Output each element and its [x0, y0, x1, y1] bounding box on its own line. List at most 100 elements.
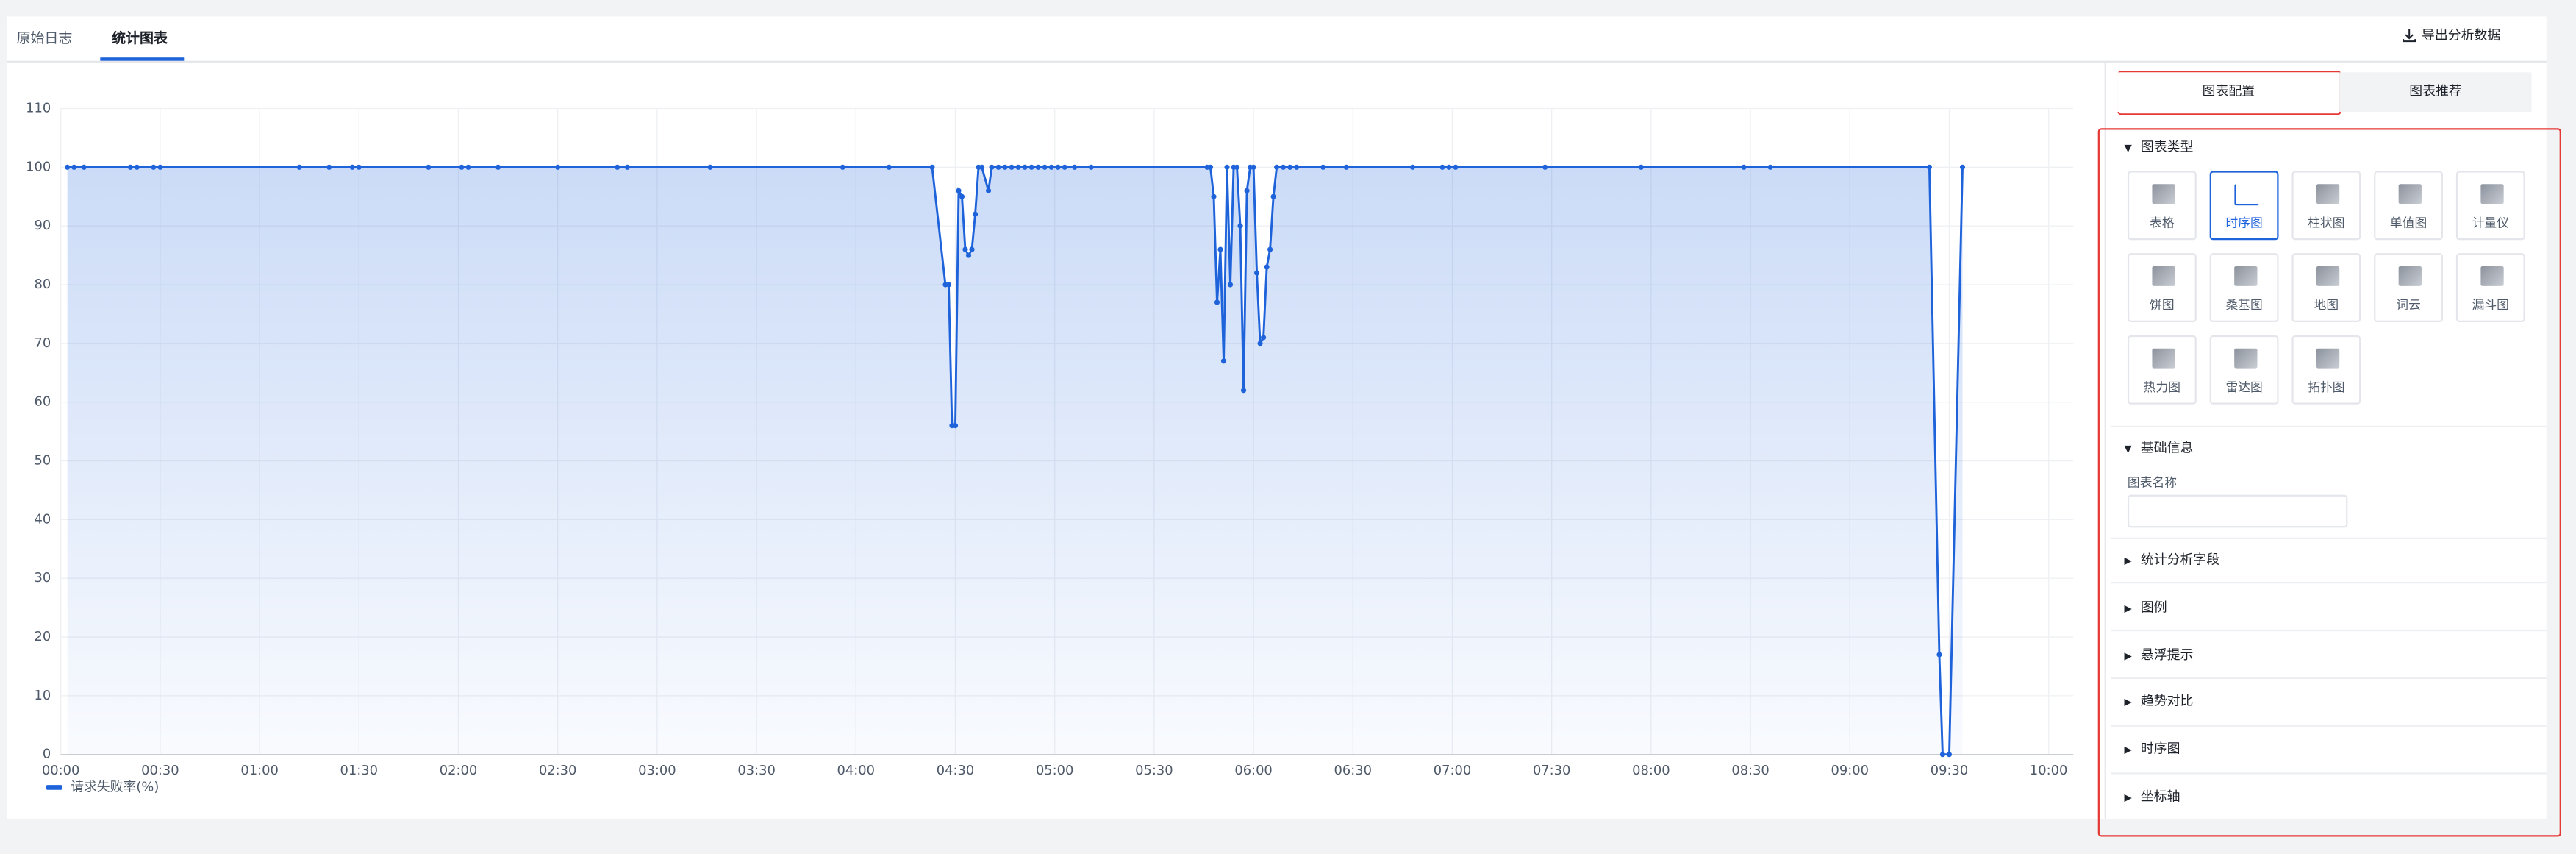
point [1237, 223, 1243, 229]
chart-type-card[interactable]: 饼图 [2127, 253, 2197, 323]
point [349, 164, 355, 170]
chart-type-card[interactable]: 表格 [2127, 171, 2197, 241]
chart-type-label: 饼图 [2150, 297, 2175, 313]
section-header[interactable]: ▶ 图例 [2124, 598, 2167, 616]
x-tick-label: 09:30 [1931, 763, 1968, 778]
section-header[interactable]: ▶ 悬浮提示 [2124, 645, 2193, 663]
y-tick-label: 110 [26, 100, 51, 115]
chart-type-label: 词云 [2396, 297, 2421, 313]
x-tick-label: 04:30 [937, 763, 974, 778]
point [1251, 164, 1256, 170]
point [1939, 752, 1946, 758]
point [127, 164, 133, 170]
chart-type-card[interactable]: 时序图 [2209, 171, 2279, 241]
point [1767, 164, 1773, 170]
chart-type-label: 柱状图 [2308, 215, 2345, 230]
section-header[interactable]: ▶ 统计分析字段 [2124, 551, 2219, 569]
point [1062, 164, 1067, 170]
point [969, 246, 975, 252]
point [965, 252, 972, 258]
chart-type-card[interactable]: 雷达图 [2209, 335, 2279, 405]
y-tick-label: 0 [43, 747, 51, 762]
separator [2111, 677, 2547, 679]
point [65, 164, 71, 170]
chart-type-icon [2480, 184, 2504, 204]
chart-type-card[interactable]: 计量仪 [2455, 171, 2525, 241]
y-tick-label: 40 [35, 511, 51, 527]
point [1227, 282, 1234, 288]
point [959, 193, 965, 199]
x-tick-label: 02:30 [539, 763, 576, 778]
y-tick-label: 30 [35, 570, 51, 586]
x-tick-label: 01:00 [240, 763, 278, 778]
point [1257, 341, 1263, 346]
point [1217, 246, 1223, 252]
point [978, 164, 985, 170]
chart-type-card[interactable]: 漏斗图 [2455, 253, 2525, 323]
chart-type-card[interactable]: 词云 [2374, 253, 2443, 323]
x-tick-label: 00:30 [141, 763, 179, 778]
tab[interactable]: 原始日志 [16, 31, 73, 48]
chart-name-input[interactable] [2127, 494, 2348, 528]
section-header[interactable]: ▶ 坐标轴 [2124, 787, 2180, 805]
x-tick-label: 02:00 [440, 763, 477, 778]
point [157, 164, 163, 170]
section-header[interactable]: ▶ 时序图 [2124, 740, 2180, 758]
point [1211, 193, 1217, 199]
point [1274, 164, 1280, 170]
y-tick-label: 90 [35, 218, 51, 233]
x-tick-label: 08:30 [1731, 763, 1769, 778]
point [929, 164, 935, 170]
chart-type-icon [2398, 184, 2422, 204]
expand-arrow: ▶ [2124, 792, 2132, 804]
point [326, 164, 332, 170]
panel-tab[interactable]: 图表推荐 [2339, 72, 2532, 112]
x-tick-label: 03:30 [737, 763, 775, 778]
point [615, 164, 620, 170]
chart-type-card[interactable]: 桑基图 [2209, 253, 2279, 323]
chart-type-label: 拓扑图 [2308, 380, 2345, 395]
chart-type-card[interactable]: 地图 [2291, 253, 2361, 323]
point [71, 164, 77, 170]
separator [2111, 725, 2547, 727]
chart-type-label: 雷达图 [2225, 380, 2263, 395]
tab[interactable]: 统计图表 [111, 31, 168, 48]
section-title: 统计分析字段 [2140, 552, 2220, 567]
point [1207, 164, 1214, 170]
chart-type-card[interactable]: 单值图 [2374, 171, 2443, 241]
expand-arrow: ▼ [2124, 444, 2132, 456]
panel-tab[interactable]: 图表配置 [2117, 72, 2340, 112]
section-header[interactable]: ▼ 基础信息 [2124, 439, 2193, 458]
y-tick-label: 20 [35, 629, 51, 644]
y-tick-label: 100 [26, 159, 51, 174]
field-label: 图表名称 [2127, 474, 2177, 490]
chart-type-icon [2234, 184, 2259, 206]
chart-type-card[interactable]: 柱状图 [2291, 171, 2361, 241]
point [1028, 164, 1034, 170]
chart-type-icon [2234, 266, 2258, 286]
point [555, 164, 561, 170]
point [1055, 164, 1061, 170]
chart-type-card[interactable]: 热力图 [2127, 335, 2197, 405]
download-icon [2403, 29, 2416, 43]
export-button[interactable]: 导出分析数据 [2402, 26, 2500, 45]
x-tick-label: 06:30 [1334, 763, 1372, 778]
x-tick-label: 03:00 [638, 763, 676, 778]
x-tick-label: 05:00 [1036, 763, 1073, 778]
x-tick-label: 00:00 [42, 763, 79, 778]
chart-type-icon [2398, 266, 2422, 286]
expand-arrow: ▼ [2124, 143, 2132, 155]
chart-type-label: 单值图 [2389, 215, 2427, 230]
point [1220, 358, 1227, 364]
point [465, 164, 471, 170]
chart-type-icon [2480, 266, 2504, 286]
point [1254, 270, 1260, 276]
chart-type-card[interactable]: 拓扑图 [2291, 335, 2361, 405]
point [985, 188, 992, 193]
section-header[interactable]: ▼ 图表类型 [2124, 138, 2193, 157]
section-header[interactable]: ▶ 趋势对比 [2124, 693, 2193, 711]
expand-arrow: ▶ [2124, 555, 2132, 567]
x-tick-label: 01:30 [340, 763, 378, 778]
point [952, 423, 959, 429]
legend-label: 请求失败率(%) [71, 779, 159, 794]
